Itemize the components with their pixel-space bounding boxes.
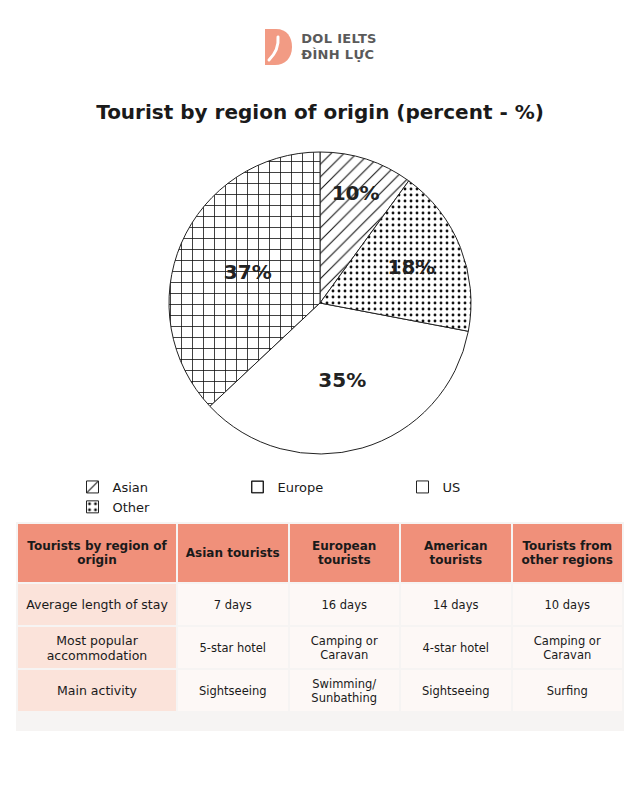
svg-text:Asian: Asian [113,480,148,495]
svg-text:Other: Other [113,500,151,515]
html-text:Tourists by region of origin: Tourists by region of origin [27,539,167,567]
svg-text:Tourist by region of origin (p: Tourist by region of origin (percent - %… [96,100,544,124]
svg-text:37%: 37% [224,260,272,284]
svg-text:35%: 35% [318,368,366,392]
svg-text:Europe: Europe [278,480,324,495]
html-text:ĐÌNH LỰC: ĐÌNH LỰC [301,47,375,62]
html-text:European tourists: European tourists [312,539,377,567]
html-text:Asian tourists: Asian tourists [185,546,280,560]
html-text:14 days: 14 days [433,597,479,612]
html-text:DOL IELTS: DOL IELTS [301,31,377,46]
html-text:Swimming/ Sunbathing: Swimming/ Sunbathing [311,676,378,705]
html-text:16 days: 16 days [321,597,367,612]
html-text:Main activity: Main activity [57,683,137,698]
html-text:7 days: 7 days [213,597,252,612]
html-text:Camping or Caravan: Camping or Caravan [310,633,378,662]
html-text:Camping or Caravan: Camping or Caravan [533,633,601,662]
html-text:Surfing: Surfing [546,683,588,698]
html-text:American tourists: American tourists [423,539,488,567]
html-text:Tourists from other regions: Tourists from other regions [521,539,613,567]
svg-text:10%: 10% [332,181,380,205]
html-text:4-star hotel: 4-star hotel [422,640,489,655]
html-text:Sightseeing: Sightseeing [422,683,490,698]
html-text:Most popular accommodation: Most popular accommodation [46,632,148,663]
svg-text:US: US [443,480,461,495]
svg-text:18%: 18% [387,255,435,279]
html-text:Sightseeing: Sightseeing [199,683,267,698]
html-text:10 days: 10 days [544,597,590,612]
html-text:5-star hotel: 5-star hotel [199,640,266,655]
html-text:Average length of stay: Average length of stay [26,597,168,612]
